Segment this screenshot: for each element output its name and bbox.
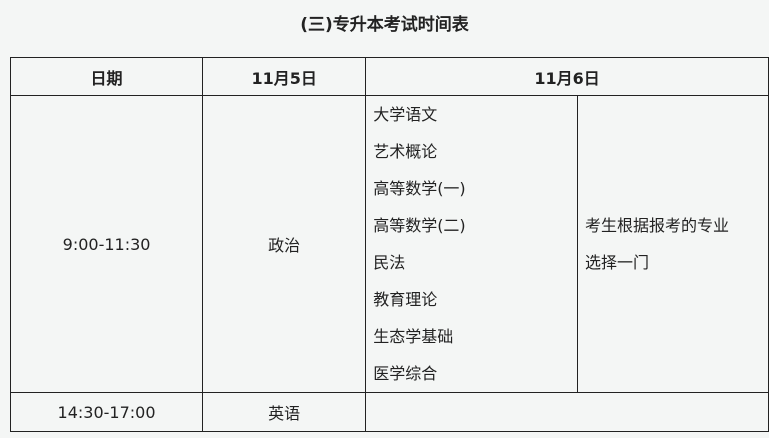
- header-date: 日期: [9, 57, 204, 96]
- nov6-note-cell: 考生根据报考的专业 选择一门: [577, 95, 769, 393]
- header-nov5: 11月5日: [202, 57, 367, 96]
- note-line: 考生根据报考的专业: [585, 216, 730, 235]
- exam-schedule-table: 日期 11月5日 11月6日 9:00-11:30 政治 大学语文 艺术概论 高…: [9, 57, 769, 432]
- subject-item: 教育理论: [373, 290, 438, 309]
- subject-item: 艺术概论: [373, 142, 438, 161]
- subject-item: 大学语文: [373, 105, 438, 124]
- subject-item: 民法: [373, 253, 406, 272]
- nov6-subjects-cell: 大学语文 艺术概论 高等数学(一) 高等数学(二) 民法 教育理论 生态学基础 …: [365, 95, 579, 393]
- table-row: 14:30-17:00 英语: [9, 392, 769, 432]
- nov5-cell: 英语: [202, 392, 367, 432]
- time-cell: 14:30-17:00: [9, 392, 204, 432]
- page-title: (三)专升本考试时间表: [300, 15, 469, 35]
- subject-item: 医学综合: [373, 364, 438, 383]
- header-row: 日期 11月5日 11月6日: [9, 57, 769, 96]
- subject-item: 高等数学(一): [373, 179, 466, 198]
- nov6-cell: [365, 392, 769, 432]
- subject-item: 生态学基础: [373, 327, 454, 346]
- header-nov6: 11月6日: [365, 57, 769, 96]
- subject-item: 高等数学(二): [373, 216, 466, 235]
- table-row: 9:00-11:30 政治 大学语文 艺术概论 高等数学(一) 高等数学(二) …: [9, 95, 769, 393]
- time-cell: 9:00-11:30: [9, 95, 204, 393]
- nov5-cell: 政治: [202, 95, 367, 393]
- note-line: 选择一门: [585, 253, 650, 272]
